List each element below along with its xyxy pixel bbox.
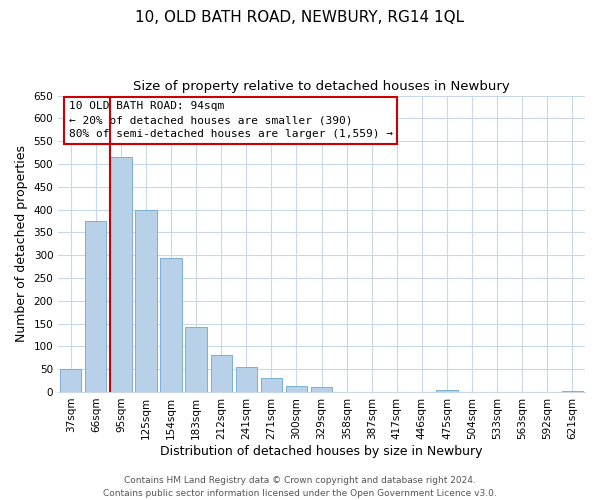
Title: Size of property relative to detached houses in Newbury: Size of property relative to detached ho…	[133, 80, 510, 93]
Y-axis label: Number of detached properties: Number of detached properties	[15, 146, 28, 342]
Bar	[436, 390, 458, 392]
Bar	[185, 326, 207, 392]
X-axis label: Distribution of detached houses by size in Newbury: Distribution of detached houses by size …	[160, 444, 483, 458]
Bar	[562, 391, 583, 392]
Text: Contains HM Land Registry data © Crown copyright and database right 2024.
Contai: Contains HM Land Registry data © Crown c…	[103, 476, 497, 498]
Bar	[110, 157, 131, 392]
Bar	[60, 369, 82, 392]
Bar	[236, 367, 257, 392]
Text: 10 OLD BATH ROAD: 94sqm
← 20% of detached houses are smaller (390)
80% of semi-d: 10 OLD BATH ROAD: 94sqm ← 20% of detache…	[69, 102, 393, 140]
Bar	[211, 354, 232, 392]
Bar	[286, 386, 307, 392]
Bar	[311, 388, 332, 392]
Bar	[85, 221, 106, 392]
Text: 10, OLD BATH ROAD, NEWBURY, RG14 1QL: 10, OLD BATH ROAD, NEWBURY, RG14 1QL	[136, 10, 464, 25]
Bar	[160, 258, 182, 392]
Bar	[136, 210, 157, 392]
Bar	[261, 378, 282, 392]
